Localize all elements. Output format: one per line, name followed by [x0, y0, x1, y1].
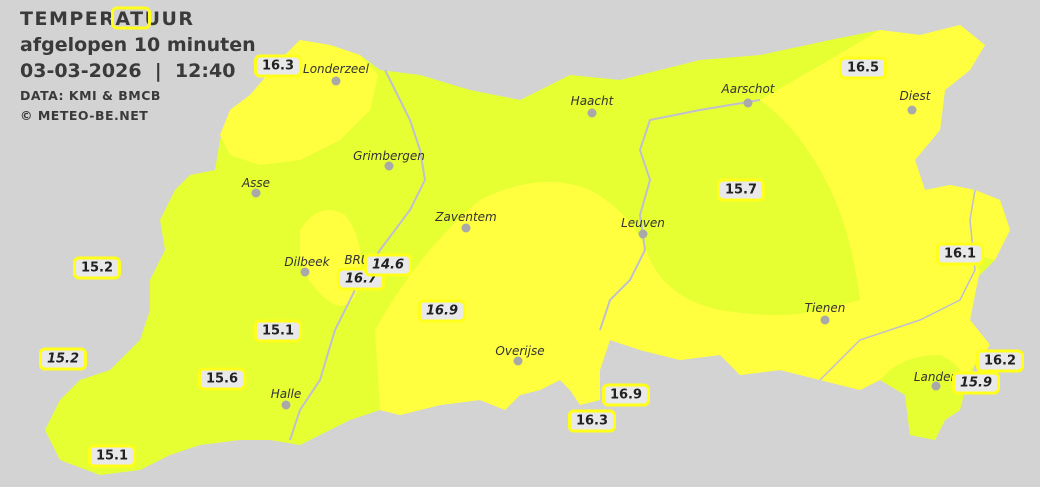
town-label: Overijse — [495, 344, 545, 358]
temperature-badge-hidden[interactable] — [111, 6, 151, 30]
town-dot — [638, 229, 648, 239]
map-title: TEMPERATUUR — [20, 8, 195, 30]
warm-zone-south — [375, 182, 990, 415]
temperature-badge[interactable]: 15.1 — [87, 444, 137, 468]
town-label: Leuven — [621, 216, 665, 230]
town-dot — [281, 400, 291, 410]
town-label: Londerzeel — [303, 62, 369, 76]
temperature-badge[interactable]: 16.1 — [935, 242, 985, 266]
town-label: Grimbergen — [353, 149, 425, 163]
cool-zone-landen — [880, 355, 965, 440]
town-label: Haacht — [570, 94, 614, 108]
temperature-badge[interactable]: 16.9 — [601, 383, 651, 407]
town-dot — [907, 105, 917, 115]
temperature-badge[interactable]: 15.9 — [951, 371, 1001, 395]
town-label: Tienen — [804, 301, 846, 315]
town-label: Asse — [241, 176, 271, 190]
data-source: DATA: KMI & BMCB — [20, 88, 161, 103]
temperature-badge[interactable]: 16.3 — [253, 54, 303, 78]
river-gete — [819, 189, 976, 381]
town-label: Zaventem — [435, 210, 497, 224]
town-label: BRU — [344, 253, 370, 267]
copyright: © METEO-BE.NET — [20, 108, 149, 123]
warm-zone-northwest — [220, 40, 378, 165]
town-dot — [251, 188, 261, 198]
town-dot — [820, 315, 830, 325]
map-subtitle: afgelopen 10 minuten — [20, 34, 256, 56]
river-senne — [289, 69, 427, 441]
town-dot — [931, 381, 941, 391]
temperature-badge[interactable]: 16.5 — [838, 56, 888, 80]
temperature-badge[interactable]: 14.6 — [363, 253, 413, 277]
temperature-badge[interactable]: 16.9 — [417, 299, 467, 323]
temperature-badge[interactable]: 15.2 — [72, 256, 122, 280]
town-dot — [587, 108, 597, 118]
town-dot — [461, 223, 471, 233]
town-label: Landen — [913, 370, 959, 384]
warm-zone-northeast — [760, 25, 1010, 300]
town-dot — [743, 98, 753, 108]
temperature-badge[interactable]: 16.2 — [975, 349, 1025, 373]
river-dyle — [599, 99, 761, 331]
town-label: Halle — [270, 387, 302, 401]
temperature-badge[interactable]: 16.3 — [567, 409, 617, 433]
town-label: Dilbeek — [284, 255, 330, 269]
temperature-badge[interactable]: 15.6 — [197, 367, 247, 391]
town-dot — [300, 267, 310, 277]
town-dot — [331, 76, 341, 86]
temperature-badge[interactable]: 15.2 — [38, 347, 88, 371]
town-label: Diest — [899, 89, 931, 103]
map-datetime: 03-03-2026 | 12:40 — [20, 60, 236, 82]
town-dot — [513, 356, 523, 366]
temperature-badge[interactable]: 15.7 — [716, 178, 766, 202]
town-dot — [384, 161, 394, 171]
temperature-badge[interactable]: 15.1 — [253, 319, 303, 343]
town-label: Aarschot — [721, 82, 775, 96]
